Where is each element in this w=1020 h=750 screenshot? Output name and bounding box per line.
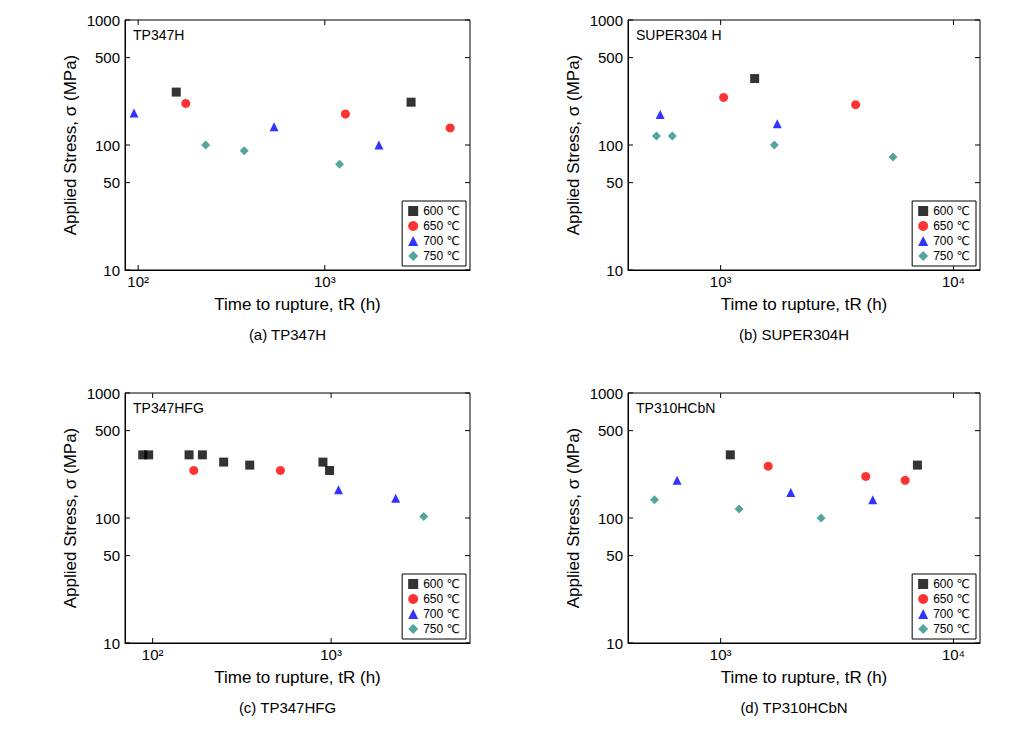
svg-text:TP347H: TP347H xyxy=(133,27,184,43)
svg-text:500: 500 xyxy=(598,422,623,439)
svg-text:10²: 10² xyxy=(127,273,149,290)
svg-text:10: 10 xyxy=(606,262,623,279)
svg-text:(c) TP347HFG: (c) TP347HFG xyxy=(239,699,336,716)
svg-text:100: 100 xyxy=(95,510,120,527)
svg-text:50: 50 xyxy=(103,547,120,564)
svg-text:TP347HFG: TP347HFG xyxy=(133,400,204,416)
svg-text:650 ℃: 650 ℃ xyxy=(423,592,460,606)
svg-text:(d) TP310HCbN: (d) TP310HCbN xyxy=(740,699,847,716)
svg-text:750 ℃: 750 ℃ xyxy=(423,622,460,636)
svg-text:750 ℃: 750 ℃ xyxy=(423,249,460,263)
svg-text:600 ℃: 600 ℃ xyxy=(423,204,460,218)
svg-text:600 ℃: 600 ℃ xyxy=(933,577,970,591)
svg-text:Applied Stress, σ (MPa): Applied Stress, σ (MPa) xyxy=(61,55,80,236)
svg-text:700 ℃: 700 ℃ xyxy=(933,234,970,248)
svg-text:Time to rupture, tR (h): Time to rupture, tR (h) xyxy=(721,295,888,314)
svg-text:500: 500 xyxy=(598,49,623,66)
svg-text:Time to rupture, tR (h): Time to rupture, tR (h) xyxy=(214,668,381,687)
svg-text:(b) SUPER304H: (b) SUPER304H xyxy=(739,326,849,343)
svg-text:Applied Stress, σ (MPa): Applied Stress, σ (MPa) xyxy=(564,55,583,236)
svg-text:650 ℃: 650 ℃ xyxy=(933,592,970,606)
svg-text:10³: 10³ xyxy=(710,273,732,290)
svg-text:TP310HCbN: TP310HCbN xyxy=(636,400,715,416)
svg-text:Time to rupture, tR (h): Time to rupture, tR (h) xyxy=(214,295,381,314)
svg-text:10⁴: 10⁴ xyxy=(942,273,965,290)
svg-text:750 ℃: 750 ℃ xyxy=(933,249,970,263)
svg-text:100: 100 xyxy=(95,137,120,154)
svg-text:10³: 10³ xyxy=(320,646,342,663)
svg-text:500: 500 xyxy=(95,49,120,66)
svg-text:750 ℃: 750 ℃ xyxy=(933,622,970,636)
svg-text:100: 100 xyxy=(598,510,623,527)
svg-text:Applied Stress, σ (MPa): Applied Stress, σ (MPa) xyxy=(61,428,80,609)
svg-text:650 ℃: 650 ℃ xyxy=(933,219,970,233)
svg-text:10³: 10³ xyxy=(314,273,336,290)
svg-text:600 ℃: 600 ℃ xyxy=(933,204,970,218)
svg-text:1000: 1000 xyxy=(87,12,120,29)
svg-text:10: 10 xyxy=(103,635,120,652)
svg-text:10³: 10³ xyxy=(710,646,732,663)
svg-text:10: 10 xyxy=(606,635,623,652)
svg-text:10: 10 xyxy=(103,262,120,279)
svg-text:1000: 1000 xyxy=(590,12,623,29)
svg-text:700 ℃: 700 ℃ xyxy=(423,234,460,248)
svg-text:10²: 10² xyxy=(142,646,164,663)
svg-text:1000: 1000 xyxy=(87,385,120,402)
svg-text:500: 500 xyxy=(95,422,120,439)
svg-text:10⁴: 10⁴ xyxy=(942,646,965,663)
svg-text:700 ℃: 700 ℃ xyxy=(423,607,460,621)
svg-text:650 ℃: 650 ℃ xyxy=(423,219,460,233)
svg-text:Applied Stress, σ (MPa): Applied Stress, σ (MPa) xyxy=(564,428,583,609)
svg-text:50: 50 xyxy=(606,547,623,564)
svg-text:SUPER304 H: SUPER304 H xyxy=(636,27,722,43)
svg-text:600 ℃: 600 ℃ xyxy=(423,577,460,591)
svg-text:100: 100 xyxy=(598,137,623,154)
svg-text:1000: 1000 xyxy=(590,385,623,402)
svg-text:700 ℃: 700 ℃ xyxy=(933,607,970,621)
svg-text:(a) TP347H: (a) TP347H xyxy=(249,326,326,343)
svg-text:Time to rupture, tR (h): Time to rupture, tR (h) xyxy=(721,668,888,687)
svg-text:50: 50 xyxy=(606,174,623,191)
svg-text:50: 50 xyxy=(103,174,120,191)
